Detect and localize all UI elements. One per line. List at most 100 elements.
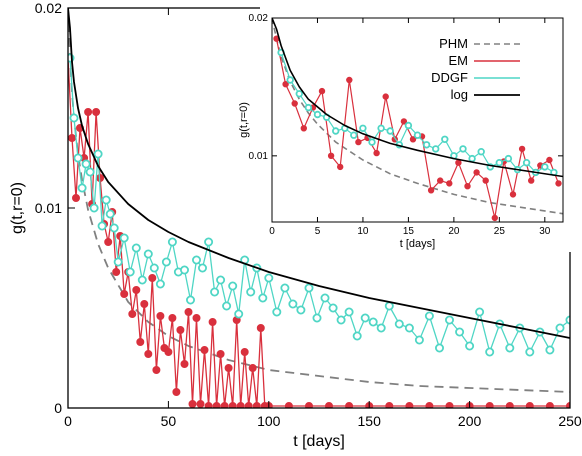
main-series-ddgf-point — [125, 267, 135, 277]
main-series-em-point — [244, 402, 253, 408]
main-series-em-point — [184, 307, 193, 316]
main-series-ddgf-point — [424, 311, 434, 321]
main-series-ddgf-point — [455, 327, 465, 337]
main-series-ddgf-point — [344, 307, 354, 317]
main-series-ddgf-point — [109, 223, 119, 233]
main-series-ddgf-point — [336, 315, 346, 325]
main-series-em-point — [152, 365, 161, 374]
inset-series-ddgf-point — [332, 127, 340, 135]
main-series-ddgf-point — [73, 153, 83, 163]
main-series-ddgf-point — [179, 265, 189, 275]
main-series-em-point — [325, 402, 333, 408]
main-series-em-point — [305, 402, 313, 408]
main-series-ddgf-point — [434, 343, 444, 353]
main-series-em-point — [188, 399, 197, 408]
inset-series-em-point — [373, 149, 380, 157]
main-series-ddgf-point — [465, 341, 475, 351]
main-series-em-point — [200, 345, 209, 354]
legend-item-log: log — [451, 87, 520, 102]
main-series-ddgf — [68, 53, 570, 357]
legend-item-em: EM — [449, 53, 520, 68]
inset-series-em-point — [455, 159, 462, 166]
inset-series-em-point — [282, 80, 289, 88]
inset-series-ddgf-point — [495, 158, 503, 167]
main-x-tick-label: 150 — [358, 413, 382, 429]
inset-series-ddgf-point — [359, 124, 367, 132]
main-series-ddgf-point — [89, 203, 99, 213]
main-series-ddgf-point — [149, 263, 159, 273]
main-series-ddgf-point — [77, 183, 87, 193]
inset-series-em-point — [400, 118, 408, 125]
inset-series-em-point — [318, 87, 326, 95]
inset-series-phm — [272, 18, 563, 215]
inset-series-em-point — [509, 191, 517, 198]
inset-series-em-point — [437, 177, 444, 184]
inset-x-tick-label: 15 — [403, 226, 415, 237]
main-series-ddgf-point — [69, 113, 79, 123]
main-series-em-point — [252, 402, 261, 408]
inset-series-em-point — [382, 93, 389, 100]
main-series-log-line — [68, 8, 570, 339]
main-series-em-point — [208, 317, 217, 326]
main-series-ddgf-point — [191, 255, 201, 265]
inset-series-ddgf-point — [441, 135, 449, 143]
inset-series-ddgf-point — [522, 158, 531, 167]
main-x-tick-label: 200 — [458, 413, 482, 429]
inset-series-em-point — [291, 100, 298, 107]
main-series-ddgf-point — [505, 343, 515, 353]
inset-y-tick-label: 0.02 — [249, 13, 269, 24]
main-series-ddgf-point — [234, 309, 244, 319]
inset-x-tick-label: 25 — [494, 226, 506, 237]
inset-series-ddgf-point — [459, 145, 467, 153]
main-x-tick-label: 250 — [558, 413, 582, 429]
inset-frame — [271, 17, 564, 223]
main-x-tick-label: 0 — [64, 413, 72, 429]
inset-series-em-point — [355, 138, 362, 146]
inset-series-em-point — [518, 145, 526, 153]
main-series-ddgf-point — [360, 313, 370, 323]
main-series-em-point — [180, 359, 189, 368]
inset-series-ddgf-point — [432, 145, 440, 153]
inset-plot-area — [272, 18, 563, 222]
main-series-ddgf-point — [197, 263, 207, 273]
inset-series-ddgf-point — [404, 121, 413, 130]
main-series-em-point — [140, 299, 149, 308]
main-series-ddgf-point — [143, 249, 153, 259]
main-series-em-point — [148, 273, 157, 282]
main-series-em-point — [284, 402, 293, 408]
inset-series-ddgf-point — [295, 90, 303, 98]
main-series-ddgf-point — [444, 315, 454, 325]
main-series-ddgf-point — [555, 323, 565, 333]
main-series-em-point — [445, 402, 454, 408]
inset-series-ddgf-point — [477, 147, 485, 156]
legend-label-phm: PHM — [439, 36, 468, 51]
main-series-em-point — [220, 402, 229, 408]
inset-series-em-point — [446, 180, 453, 187]
inset-series-em-point — [473, 169, 480, 176]
main-series-ddgf-point — [304, 283, 314, 293]
main-y-axis-title: g(t,r=0) — [9, 182, 26, 234]
inset-x-tick-label: 5 — [315, 226, 321, 237]
main-series-ddgf-point — [525, 347, 535, 357]
main-plot-area — [68, 8, 570, 408]
main-series-em-point — [112, 267, 121, 276]
main-x-axis-title: t [days] — [293, 433, 345, 450]
main-series-em-point — [345, 402, 354, 408]
inset-series-ddgf-point — [422, 141, 431, 149]
inset-series-ddgf-point — [350, 131, 358, 139]
main-series-em-point — [136, 337, 145, 346]
main-series-ddgf-point — [394, 319, 404, 329]
legend-label-em: EM — [449, 53, 469, 68]
main-x-tick-label: 100 — [257, 413, 281, 429]
inset-series-em-point — [491, 214, 498, 222]
legend-label-log: log — [451, 87, 468, 102]
main-series-ddgf-point — [228, 281, 238, 291]
main-series-em — [68, 54, 570, 408]
main-series-em-point — [236, 402, 245, 408]
main-series-ddgf-point — [137, 275, 147, 285]
inset-series-ddgf-point — [313, 110, 322, 119]
inset-x-tick-label: 10 — [357, 226, 369, 237]
main-series-ddgf-point — [312, 313, 322, 323]
main-series-ddgf-point — [288, 299, 298, 309]
